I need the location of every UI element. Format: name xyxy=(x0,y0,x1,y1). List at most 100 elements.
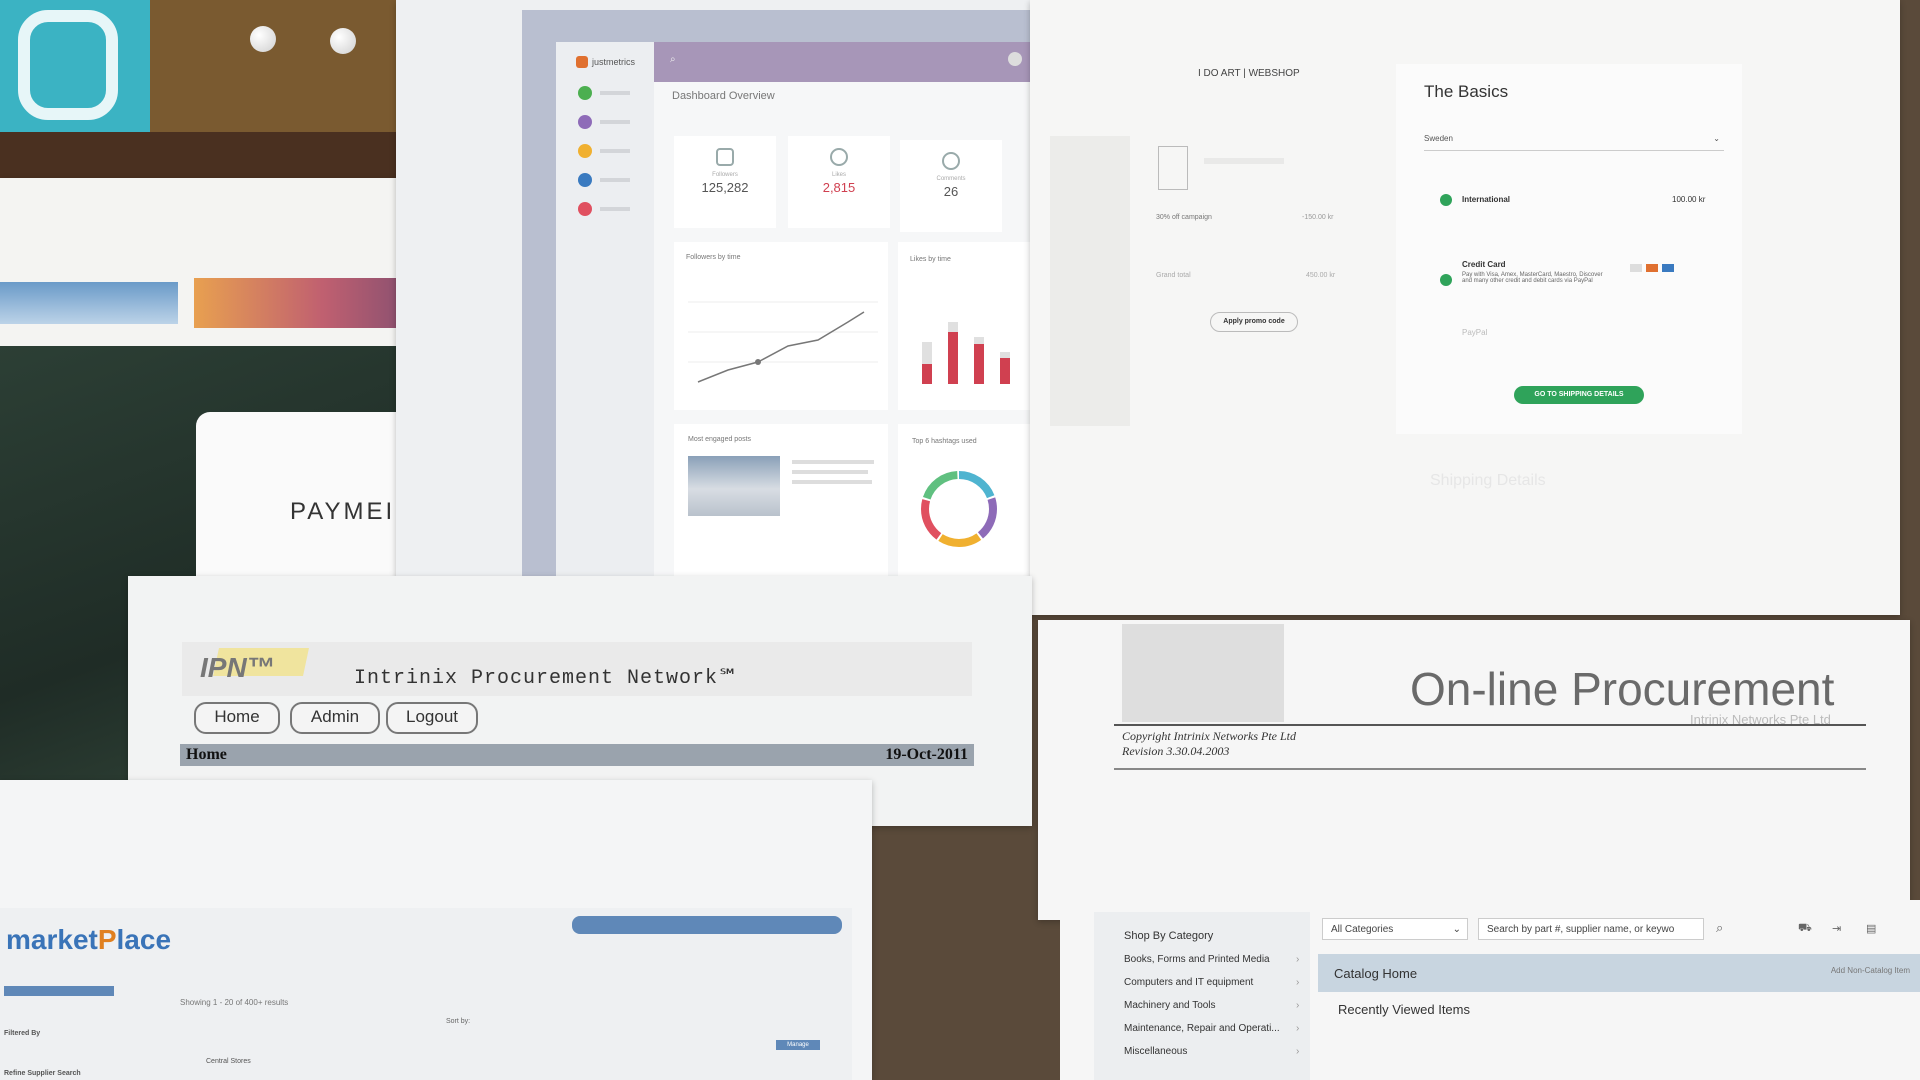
cart-icon[interactable]: ⛟ xyxy=(1798,922,1812,934)
nav-icon xyxy=(578,173,592,187)
logout-button[interactable]: Logout xyxy=(386,702,478,734)
campaign-value: -150.00 kr xyxy=(1302,214,1334,221)
followers-by-time-panel: Followers by time xyxy=(674,242,888,410)
country-select[interactable]: Sweden ⌄ xyxy=(1424,128,1724,151)
nav-icon xyxy=(578,144,592,158)
stat-card-comments: Comments 26 xyxy=(900,140,1002,232)
hashtags-donut-chart xyxy=(921,471,997,547)
dark-strip xyxy=(0,132,410,180)
showing-label: Showing 1 - 20 of 400+ results xyxy=(180,998,289,1007)
breadcrumb: Home xyxy=(186,746,227,763)
filtered-by-label: Filtered By xyxy=(4,1030,41,1037)
marketplace-toolbar[interactable] xyxy=(572,916,842,934)
payment-card-text: PAYMEI xyxy=(290,498,396,525)
nav-label xyxy=(600,207,630,211)
stat-card-followers: Followers 125,282 xyxy=(674,136,776,228)
ipn-header xyxy=(182,642,972,696)
sidebar-item[interactable] xyxy=(578,173,630,187)
dashboard-title: Dashboard Overview xyxy=(672,90,775,102)
nav-label xyxy=(600,178,630,182)
shop-title: I DO ART | WEBSHOP xyxy=(1198,68,1300,79)
followers-line-chart xyxy=(688,301,878,383)
payment-method: Credit Card xyxy=(1462,260,1506,269)
logo-part: lace xyxy=(116,924,172,955)
check-icon[interactable] xyxy=(1440,194,1452,206)
sidebar-item[interactable] xyxy=(578,144,630,158)
brand-name: justmetrics xyxy=(592,57,636,67)
category-item[interactable]: Miscellaneous xyxy=(1124,1046,1188,1057)
supplier-row-name[interactable]: Central Stores xyxy=(206,1058,251,1065)
procurement-title: On-line Procurement xyxy=(1410,663,1835,715)
recently-viewed-heading: Recently Viewed Items xyxy=(1338,1002,1470,1017)
revision-text: Revision 3.30.04.2003 xyxy=(1122,744,1230,758)
catalog-home-title: Catalog Home xyxy=(1334,966,1418,981)
post-thumbnail[interactable] xyxy=(688,456,780,516)
stat-value: 26 xyxy=(943,184,959,199)
stat-card-likes: Likes 2,815 xyxy=(788,136,890,228)
gray-banner xyxy=(1122,624,1284,722)
shipping-details-button[interactable]: GO TO SHIPPING DETAILS xyxy=(1514,386,1644,404)
avatar[interactable] xyxy=(1008,52,1022,66)
category-item[interactable]: Machinery and Tools xyxy=(1124,1000,1216,1011)
date-label: 19-Oct-2011 xyxy=(885,746,968,763)
stat-label: Likes xyxy=(831,172,846,178)
search-icon[interactable]: ⌕ xyxy=(1716,920,1724,935)
shipping-option: International xyxy=(1462,195,1511,204)
nav-icon xyxy=(578,115,592,129)
new-search-button[interactable] xyxy=(4,986,114,996)
stat-value: 125,282 xyxy=(701,180,749,195)
ipn-breadcrumb-bar: Home 19-Oct-2011 xyxy=(180,744,974,766)
sidebar-item[interactable] xyxy=(578,115,630,129)
stat-label: Followers xyxy=(712,172,738,178)
faded-photo xyxy=(1050,136,1130,426)
sidebar-item[interactable] xyxy=(578,86,630,100)
refine-label: Refine Supplier Search xyxy=(4,1070,81,1077)
category-sidebar xyxy=(1094,912,1310,1080)
post-text-line xyxy=(792,470,868,474)
nav-label xyxy=(600,120,630,124)
top-hashtags-panel: Top 6 hashtags used xyxy=(898,424,1032,580)
dashboard-brand: justmetrics xyxy=(576,56,635,68)
post-text-line xyxy=(792,460,874,464)
apply-promo-button[interactable]: Apply promo code xyxy=(1210,312,1298,332)
category-item[interactable]: Computers and IT equipment xyxy=(1124,977,1254,988)
home-button[interactable]: Home xyxy=(194,702,280,734)
donut-segment xyxy=(921,471,997,547)
catalog-search-input[interactable]: Search by part #, supplier name, or keyw… xyxy=(1478,918,1704,940)
most-engaged-posts-panel: Most engaged posts xyxy=(674,424,888,580)
print-icon[interactable]: ▤ xyxy=(1866,923,1877,935)
shop-by-category-heading: Shop By Category xyxy=(1124,930,1214,942)
cart-item-name xyxy=(1204,158,1284,164)
admin-button[interactable]: Admin xyxy=(290,702,380,734)
nav-icon xyxy=(578,86,592,100)
export-icon[interactable]: ⇥ xyxy=(1832,923,1842,935)
copyright-block: Copyright Intrinix Networks Pte Ltd Revi… xyxy=(1114,724,1866,770)
marketplace-logo: marketPlace xyxy=(6,924,171,956)
search-icon[interactable]: ⌕ xyxy=(670,54,676,65)
check-icon[interactable] xyxy=(1440,274,1452,286)
logo-part: P xyxy=(97,924,117,955)
manage-button[interactable]: Manage xyxy=(776,1040,820,1050)
chevron-down-icon: ⌄ xyxy=(1713,134,1720,143)
shipping-details-heading: Shipping Details xyxy=(1430,472,1546,489)
category-select-value: All Categories xyxy=(1331,924,1394,935)
nav-icon xyxy=(578,202,592,216)
add-non-catalog-link[interactable]: Add Non-Catalog Item xyxy=(1830,966,1910,975)
chevron-right-icon: › xyxy=(1296,1000,1300,1011)
marketplace-screen xyxy=(0,908,852,1080)
dashboard-topbar: ⌕ xyxy=(654,42,1032,82)
copyright-text: Copyright Intrinix Networks Pte Ltd xyxy=(1122,729,1296,743)
comment-icon xyxy=(942,152,960,170)
paypal-option[interactable]: PayPal xyxy=(1462,328,1488,337)
sidebar-item[interactable] xyxy=(578,202,630,216)
chevron-right-icon: › xyxy=(1296,977,1300,988)
teal-pattern-tile xyxy=(0,0,150,132)
category-item[interactable]: Books, Forms and Printed Media xyxy=(1124,954,1270,965)
category-select[interactable]: All Categories ⌄ xyxy=(1322,918,1468,940)
logo-part: market xyxy=(6,924,98,955)
donut-segment xyxy=(921,471,997,547)
category-item[interactable]: Maintenance, Repair and Operati... xyxy=(1124,1023,1280,1034)
ipn-title: Intrinix Procurement Network℠ xyxy=(354,667,740,690)
panel-title: Likes by time xyxy=(910,256,951,263)
stat-value: 2,815 xyxy=(822,180,856,195)
